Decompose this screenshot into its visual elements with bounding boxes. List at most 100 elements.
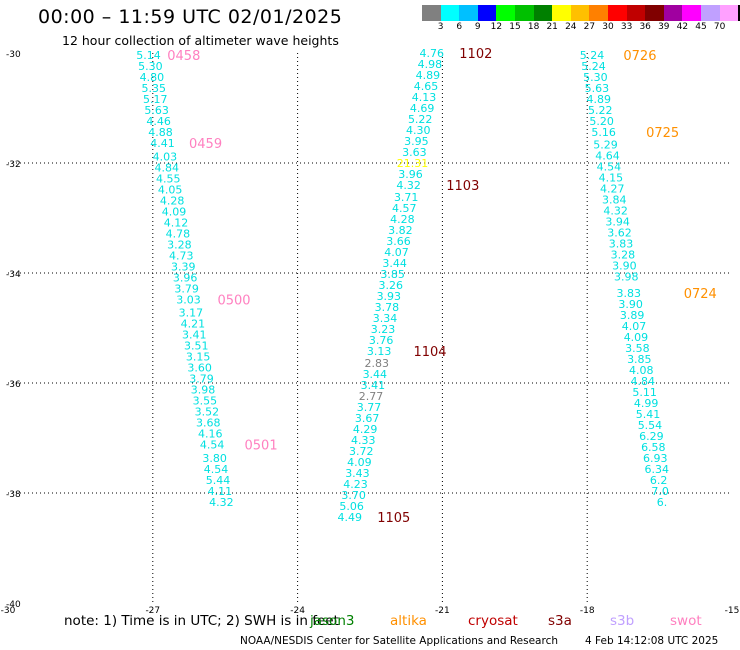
wave-height-colorbar <box>422 5 740 21</box>
wave-height-value: 3.94 <box>605 215 630 228</box>
page-subtitle: 12 hour collection of altimeter wave hei… <box>62 33 339 48</box>
satellite-legend-altika: altika <box>390 613 427 629</box>
wave-height-value: 5.41 <box>636 408 661 421</box>
wave-height-value: 4.84 <box>630 375 655 388</box>
wave-height-value: 4.28 <box>390 213 415 226</box>
colorbar-label: 45 <box>695 22 707 32</box>
wave-height-value: 3.44 <box>363 368 388 381</box>
colorbar-swatch <box>552 5 571 21</box>
wave-height-value: 2.83 <box>365 357 390 370</box>
wave-height-value: 4.32 <box>396 179 421 192</box>
colorbar-label: 9 <box>474 22 481 32</box>
wave-height-value: 4.69 <box>410 102 435 115</box>
wave-height-value: 6.29 <box>639 430 664 443</box>
wave-height-value: 4.33 <box>351 434 376 447</box>
wave-height-value: 3.28 <box>611 248 636 261</box>
pass-time-label: 1104 <box>413 345 446 360</box>
wave-height-value: 3.83 <box>609 237 634 250</box>
wave-height-value: 3.23 <box>371 323 396 336</box>
wave-height-value: 3.39 <box>171 260 196 273</box>
wave-height-value: 5.29 <box>593 138 618 151</box>
colorbar-label: 15 <box>509 22 521 32</box>
wave-height-value: 4.49 <box>337 511 362 524</box>
wave-height-value: 3.26 <box>379 279 404 292</box>
wave-height-value: 4.05 <box>158 183 183 196</box>
wave-height-value: 4.55 <box>156 172 181 185</box>
wave-height-value: 3.72 <box>349 445 374 458</box>
colorbar-swatch <box>477 5 497 21</box>
y-tick-label: -30 <box>6 50 21 60</box>
colorbar-swatch <box>422 5 441 21</box>
wave-height-value: 3.13 <box>367 345 392 358</box>
wave-height-value: 4.09 <box>347 456 372 469</box>
wave-height-value: 4.23 <box>343 478 368 491</box>
wave-height-value: 5.54 <box>638 419 663 432</box>
page-title: 00:00 – 11:59 UTC 02/01/2025 <box>38 6 343 28</box>
footer-note: note: 1) Time is in UTC; 2) SWH is in fe… <box>64 613 339 629</box>
wave-height-value: 3.85 <box>380 268 405 281</box>
wave-height-value: 4.54 <box>597 160 622 173</box>
x-tick-label: -30 <box>1 606 16 616</box>
wave-height-value: 3.89 <box>620 309 645 322</box>
colorbar-swatch <box>738 5 740 21</box>
wave-height-value: 3.60 <box>187 362 212 375</box>
x-tick-label: -27 <box>145 606 160 616</box>
wave-height-value: 4.07 <box>384 246 409 259</box>
colorbar-swatch <box>514 5 534 21</box>
wave-height-value: 3.51 <box>184 340 209 353</box>
wave-height-value: 3.52 <box>195 406 220 419</box>
wave-height-value: 3.70 <box>341 489 366 502</box>
colorbar-label: 33 <box>620 22 633 32</box>
wave-height-value: 2.77 <box>359 390 384 403</box>
wave-height-value: 3.17 <box>179 307 204 320</box>
wave-height-value: 4.30 <box>406 124 431 137</box>
x-tick-label: -15 <box>725 606 740 616</box>
wave-height-value: 5.63 <box>144 104 169 117</box>
pass-time-label: 0501 <box>245 439 278 454</box>
wave-height-value: 4.11 <box>208 485 233 498</box>
wave-height-value: 4.41 <box>150 137 175 150</box>
colorbar-swatch <box>459 5 478 21</box>
wave-height-value: 5.14 <box>136 49 161 62</box>
wave-height-value: 4.28 <box>160 194 185 207</box>
wave-height-value: 3.85 <box>627 353 652 366</box>
wave-height-value: 3.79 <box>174 282 199 295</box>
pass-time-label: 1105 <box>377 511 410 526</box>
wave-height-value: 3.03 <box>176 293 201 306</box>
wave-height-value: 4.16 <box>198 428 223 441</box>
wave-height-value: 4.21 <box>181 318 206 331</box>
wave-height-value: 4.29 <box>353 423 378 436</box>
wave-height-value: 3.63 <box>402 146 427 159</box>
colorbar-swatch <box>496 5 515 21</box>
wave-height-value: 3.62 <box>607 226 632 239</box>
pass-time-label: 1103 <box>446 179 479 194</box>
wave-height-value: 5.44 <box>206 474 231 487</box>
wave-height-value: 4.09 <box>624 331 649 344</box>
wave-height-value: 6.93 <box>643 452 668 465</box>
wave-height-value: 5.35 <box>142 82 167 95</box>
wave-height-value: 5.06 <box>339 500 364 513</box>
wave-height-value: 5.30 <box>583 71 608 84</box>
colorbar-swatch <box>719 5 739 21</box>
pass-time-label: 0726 <box>623 49 656 64</box>
colorbar-swatch <box>663 5 683 21</box>
colorbar-swatch <box>533 5 553 21</box>
wave-height-value: 3.68 <box>196 417 221 430</box>
wave-height-value: 4.99 <box>634 397 659 410</box>
wave-height-value: 4.15 <box>599 171 624 184</box>
pass-time-label: 0724 <box>684 287 717 302</box>
wave-height-value: 4.76 <box>420 47 445 60</box>
wave-height-value: 3.28 <box>167 238 192 251</box>
y-tick-label: -38 <box>6 490 21 500</box>
colorbar-swatch <box>570 5 590 21</box>
wave-height-value: 4.03 <box>153 150 178 163</box>
colorbar-label: 27 <box>583 22 596 32</box>
colorbar-label: 30 <box>602 22 614 32</box>
wave-height-value: 5.24 <box>580 49 605 62</box>
wave-height-value: 3.96 <box>398 168 423 181</box>
colorbar-label: 24 <box>565 22 577 32</box>
wave-height-value: 4.13 <box>412 91 437 104</box>
wave-height-value: 3.98 <box>191 384 216 397</box>
y-tick-label: -32 <box>6 160 21 170</box>
